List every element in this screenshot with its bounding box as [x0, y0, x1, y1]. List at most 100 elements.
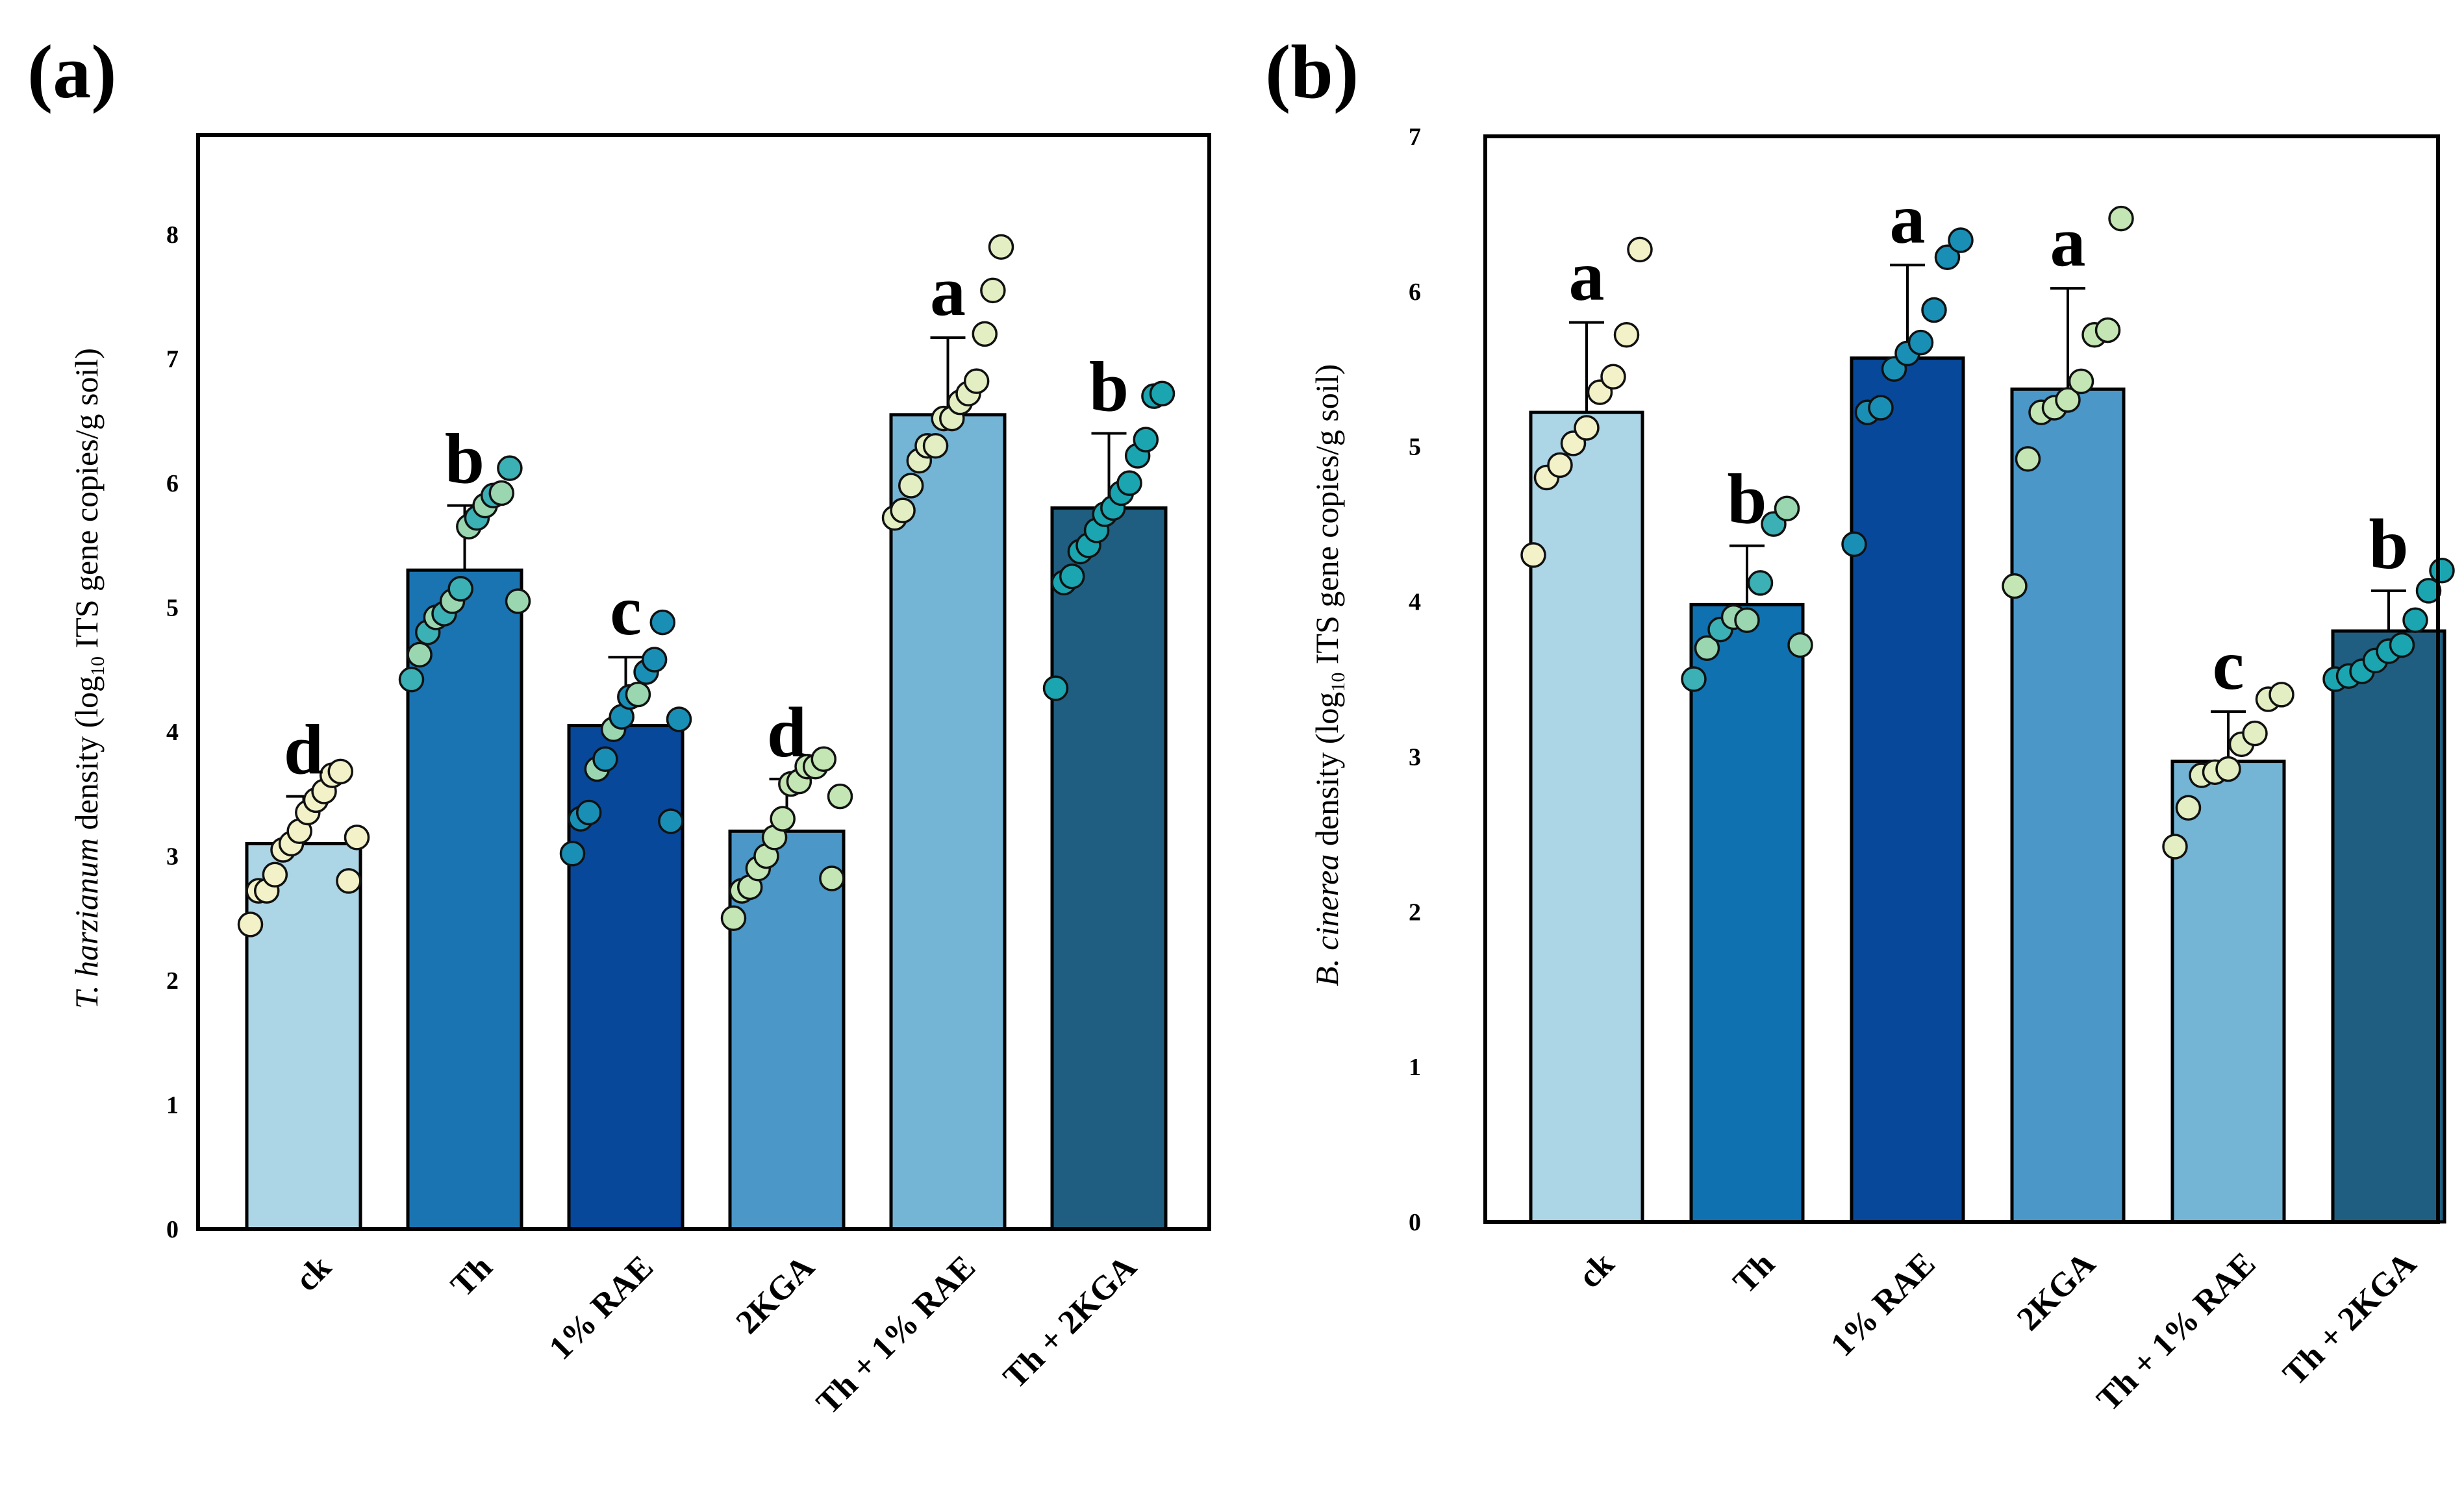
y-tick-label-1: 1	[166, 1092, 179, 1119]
data-point-th-1pct-rae	[922, 432, 949, 459]
significance-letter-th: b	[445, 419, 484, 499]
data-point-2kga	[2108, 205, 2134, 232]
panel-b: (b) B. cinerea density (log10 ITS gene c…	[1265, 29, 2455, 1419]
data-point-2kga	[819, 865, 845, 891]
category-label-1pct-rae: 1% RAE	[542, 1248, 660, 1367]
panel-a-y-ticks: 0 1 2 3 4 5 6 7 8	[166, 221, 179, 1243]
category-label-th-1pct-rae: Th + 1% RAE	[809, 1248, 983, 1422]
data-point-th-1pct-rae	[898, 473, 924, 499]
significance-letter-1pct-rae: a	[1890, 179, 1926, 258]
data-point-th-1pct-rae	[2215, 756, 2241, 782]
data-point-1pct-rae	[649, 609, 676, 636]
category-label-2kga: 2KGA	[729, 1248, 822, 1341]
data-point-2kga	[2015, 446, 2041, 472]
y-tick-label-2: 2	[166, 967, 179, 995]
data-point-th-2kga	[1116, 470, 1142, 496]
data-point-1pct-rae	[666, 706, 692, 732]
category-label-th-1pct-rae: Th + 1% RAE	[2090, 1245, 2263, 1419]
y-tick-label-4: 4	[1409, 589, 1421, 616]
data-point-th	[398, 666, 425, 693]
significance-letter-2kga: a	[2050, 202, 2086, 281]
data-point-ck	[1547, 452, 1573, 478]
significance-letter-th-2kga: b	[1089, 347, 1129, 427]
bar-th	[1689, 602, 1805, 1224]
data-point-th	[1787, 632, 1813, 658]
y-tick-label-1: 1	[1409, 1054, 1421, 1081]
bar-th-2kga	[1050, 506, 1168, 1231]
data-point-1pct-rae	[658, 808, 684, 834]
data-point-ck	[1520, 542, 1546, 568]
data-point-2kga	[770, 806, 796, 832]
data-point-2kga	[2094, 317, 2121, 343]
data-point-th-2kga	[1059, 563, 1085, 590]
data-point-th-2kga	[1149, 380, 1175, 407]
category-label-1pct-rae: 1% RAE	[1824, 1245, 1942, 1363]
panel-b-points	[1520, 205, 2455, 860]
y-tick-label-4: 4	[166, 719, 179, 746]
y-tick-label-7: 7	[166, 346, 179, 373]
data-point-th	[488, 480, 515, 506]
data-point-ck	[1627, 236, 1653, 263]
panel-b-y-ticks: 0 1 2 3 4 5 6 7	[1409, 123, 1421, 1236]
significance-letter-th-1pct-rae: a	[930, 251, 966, 330]
panel-a-bars	[245, 413, 1168, 1231]
bar-th-1pct-rae	[2170, 760, 2286, 1224]
data-point-1pct-rae	[592, 746, 618, 772]
data-point-ck	[1574, 415, 1600, 441]
panel-a-plot-frame	[196, 133, 1211, 1231]
data-point-ck	[336, 868, 362, 894]
panel-a-y-axis-title: T. harzianum density (log10 ITS gene cop…	[68, 348, 108, 1009]
category-label-th: Th	[1726, 1245, 1781, 1300]
y-tick-label-7: 7	[1409, 123, 1421, 151]
data-point-1pct-rae	[1841, 531, 1867, 557]
data-point-2kga	[2002, 573, 2028, 599]
y-axis-title-species: T. harzianum	[68, 838, 105, 1009]
data-point-th	[505, 588, 531, 614]
panel-b-label: (b)	[1265, 29, 1359, 114]
y-axis-title-subscript: 10	[1327, 673, 1349, 692]
data-point-th	[1681, 666, 1707, 692]
significance-letter-th-1pct-rae: c	[2213, 625, 2244, 704]
bar-th-1pct-rae	[889, 413, 1007, 1231]
data-point-1pct-rae	[559, 840, 586, 867]
bar-1pct-rae	[1850, 356, 1965, 1224]
y-axis-title-text-2: ITS gene copies/g soil)	[68, 348, 105, 656]
significance-letter-ck: a	[1569, 236, 1605, 316]
y-tick-label-3: 3	[1409, 743, 1421, 771]
data-point-th-1pct-rae	[2175, 795, 2202, 821]
data-point-th-1pct-rae	[972, 321, 998, 347]
data-point-th	[407, 641, 433, 668]
y-tick-label-8: 8	[166, 221, 179, 249]
bar-th-2kga	[2331, 629, 2446, 1224]
data-point-1pct-rae	[625, 681, 651, 708]
data-point-th-2kga	[2402, 607, 2428, 633]
data-point-th-1pct-rae	[2162, 834, 2188, 860]
y-axis-title-text-1: density (log	[1309, 692, 1345, 854]
data-point-th-1pct-rae	[988, 234, 1014, 260]
data-point-th-2kga	[1042, 675, 1069, 701]
category-label-ck: ck	[1571, 1245, 1621, 1295]
bar-2kga	[2010, 387, 2126, 1224]
data-point-th	[1774, 495, 1800, 522]
data-point-2kga	[720, 905, 747, 932]
data-point-th-1pct-rae	[980, 277, 1006, 304]
category-label-ck: ck	[288, 1248, 338, 1298]
data-point-th-2kga	[2415, 578, 2442, 604]
panel-a-significance-letters: d b c d a b	[284, 251, 1129, 789]
data-point-1pct-rae	[641, 647, 668, 673]
data-point-2kga	[827, 783, 853, 810]
data-point-th-2kga	[2389, 632, 2415, 658]
data-point-ck	[1613, 321, 1640, 348]
data-point-2kga	[2068, 368, 2094, 395]
data-point-1pct-rae	[1907, 329, 1934, 356]
significance-letter-th: b	[1727, 460, 1766, 539]
category-label-th-2kga: Th + 2KGA	[2276, 1245, 2424, 1393]
data-point-ck	[344, 825, 370, 851]
category-label-th-2kga: Th + 2KGA	[996, 1248, 1144, 1396]
data-point-2kga	[2055, 387, 2081, 413]
y-tick-label-3: 3	[166, 843, 179, 871]
y-tick-label-6: 6	[166, 470, 179, 497]
